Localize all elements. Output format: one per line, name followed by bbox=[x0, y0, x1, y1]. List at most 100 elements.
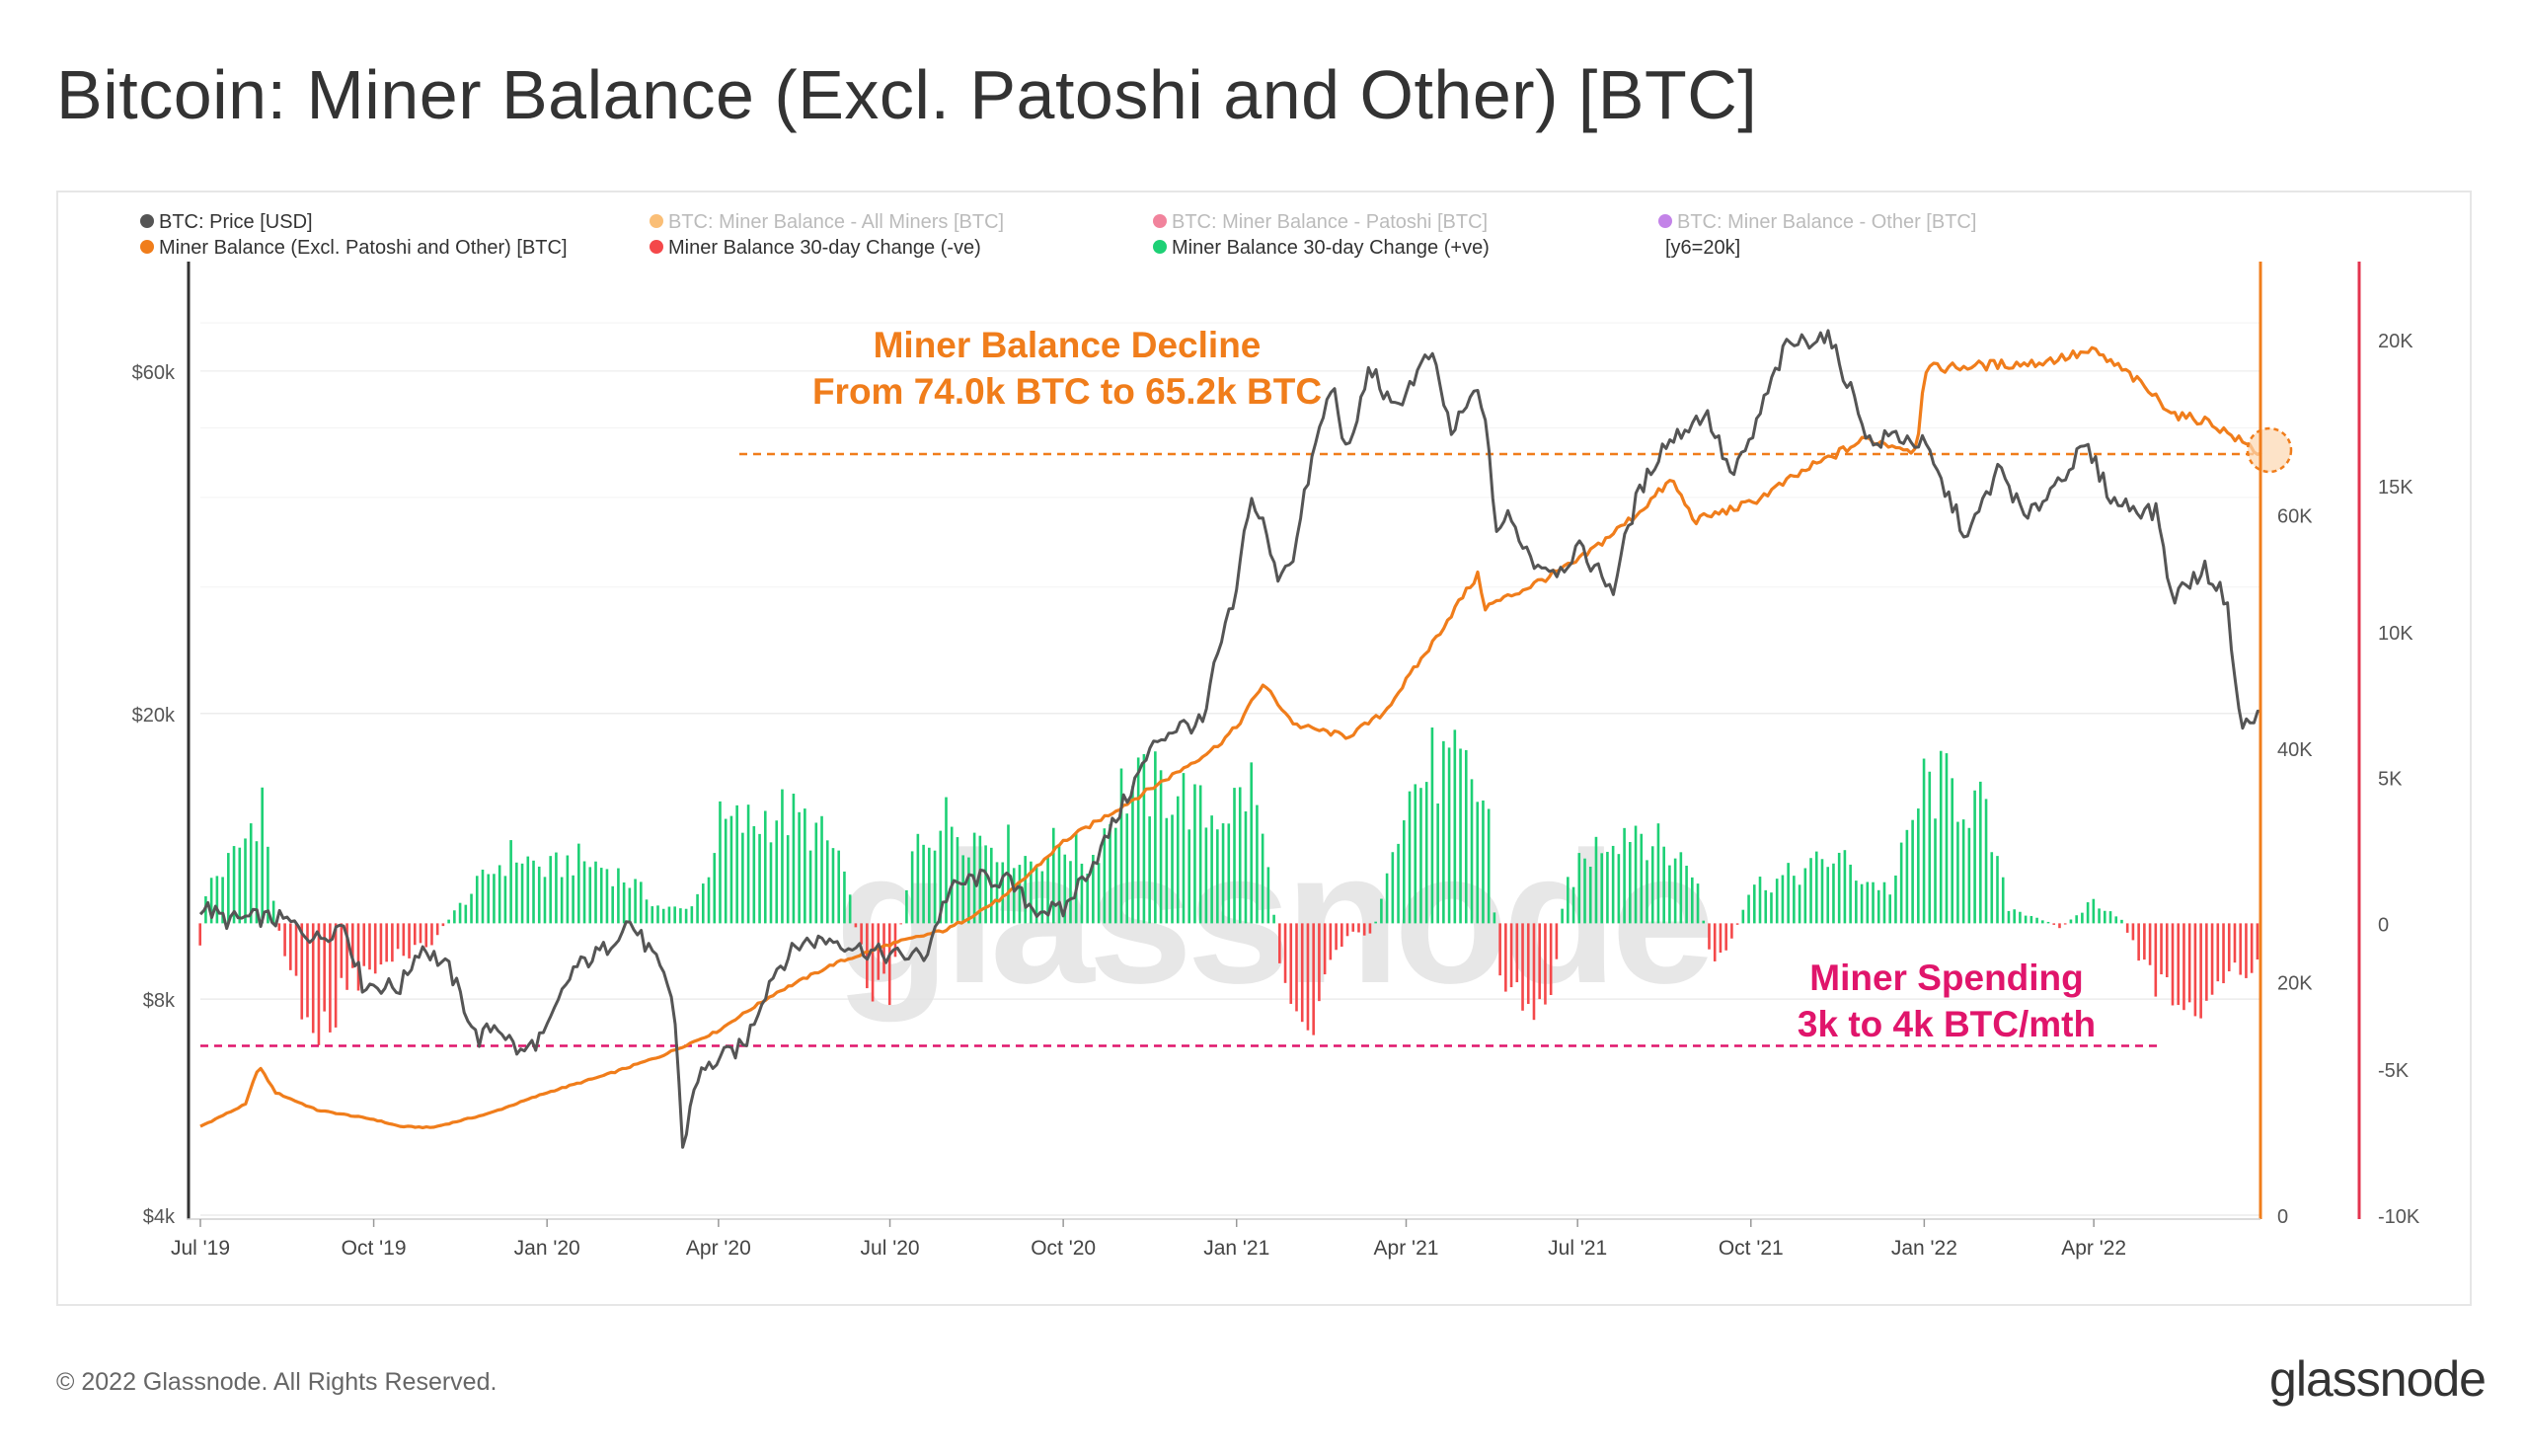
change-bar-negative bbox=[893, 923, 897, 958]
change-bar-positive bbox=[1798, 884, 1801, 924]
change-bar-negative bbox=[2058, 923, 2061, 929]
brand-logo[interactable]: glassnode bbox=[2269, 1351, 2487, 1407]
change-bar-positive bbox=[1063, 854, 1067, 924]
change-bar-positive bbox=[1849, 864, 1852, 924]
legend-item[interactable]: BTC: Miner Balance - Patoshi [BTC] bbox=[1153, 211, 1488, 233]
change-bar-positive bbox=[1752, 884, 1756, 924]
change-bar-negative bbox=[1532, 923, 1536, 1021]
legend-label: Miner Balance 30-day Change (+ve) bbox=[1172, 237, 1490, 259]
change-bar-positive bbox=[1113, 827, 1117, 924]
change-bar-positive bbox=[1204, 827, 1208, 924]
change-bar-positive bbox=[1272, 914, 1275, 924]
change-bar-negative bbox=[1289, 923, 1293, 1004]
change-bar-negative bbox=[2187, 923, 2191, 1003]
change-bar-positive bbox=[1758, 877, 1762, 924]
change-bar-negative bbox=[882, 923, 885, 974]
legend-item[interactable]: BTC: Price [USD] bbox=[140, 211, 313, 233]
change-bar-positive bbox=[1650, 846, 1654, 924]
change-bar-positive bbox=[1080, 863, 1084, 924]
change-bar-positive bbox=[1408, 791, 1412, 924]
change-bar-negative bbox=[2199, 923, 2202, 1019]
change-bar-negative bbox=[2137, 923, 2140, 961]
change-bar-positive bbox=[1198, 785, 1202, 924]
legend-item[interactable]: Miner Balance (Excl. Patoshi and Other) … bbox=[140, 237, 568, 259]
legend-marker bbox=[1153, 214, 1167, 228]
change-bar-positive bbox=[1979, 781, 1982, 924]
change-bar-positive bbox=[2024, 915, 2028, 924]
change-bar-positive bbox=[2086, 902, 2090, 924]
change-bar-positive bbox=[825, 840, 829, 924]
change-bar-negative bbox=[368, 923, 371, 970]
change-bar-positive bbox=[209, 878, 213, 924]
x-tick-label: Jul '21 bbox=[1548, 1237, 1607, 1260]
x-tick-label: Jan '20 bbox=[514, 1237, 580, 1260]
change-bar-positive bbox=[1623, 827, 1626, 924]
change-bar-positive bbox=[1459, 748, 1462, 924]
change-bar-positive bbox=[1182, 773, 1186, 924]
change-bar-positive bbox=[1374, 921, 1377, 924]
change-bar-negative bbox=[2052, 923, 2056, 925]
legend-item[interactable]: BTC: Miner Balance - Other [BTC] bbox=[1658, 211, 1976, 233]
change-bar-negative bbox=[289, 923, 292, 970]
change-bar-negative bbox=[1735, 923, 1739, 925]
change-bar-negative bbox=[1549, 923, 1553, 995]
change-bar-positive bbox=[1685, 866, 1688, 924]
change-bar-positive bbox=[1250, 762, 1253, 924]
change-bar-positive bbox=[956, 837, 959, 924]
change-bar-positive bbox=[470, 893, 473, 924]
change-bar-positive bbox=[922, 844, 925, 924]
change-bar-positive bbox=[1951, 778, 1953, 924]
change-bar-negative bbox=[1719, 923, 1723, 954]
legend-item[interactable]: Miner Balance 30-day Change (-ve) bbox=[650, 237, 981, 259]
legend-label: [y6=20k] bbox=[1665, 237, 1740, 259]
change-bar-positive bbox=[758, 833, 761, 924]
change-bar-negative bbox=[2233, 923, 2237, 963]
legend-item[interactable]: [y6=20k] bbox=[1665, 237, 1740, 259]
change-bar-positive bbox=[1030, 861, 1033, 924]
change-bar-positive bbox=[215, 876, 219, 924]
change-bar-positive bbox=[820, 815, 823, 924]
change-bar-negative bbox=[1521, 923, 1524, 1011]
change-bar-negative bbox=[2210, 923, 2214, 995]
change-bar-positive bbox=[537, 866, 541, 924]
change-bar-positive bbox=[1561, 908, 1564, 924]
highlight-circle bbox=[2246, 426, 2293, 474]
change-bar-positive bbox=[1125, 813, 1129, 924]
change-bar-negative bbox=[391, 923, 394, 962]
change-bar-positive bbox=[594, 861, 597, 924]
change-bar-positive bbox=[752, 825, 756, 924]
change-bar-negative bbox=[1323, 923, 1327, 975]
change-bar-positive bbox=[798, 811, 801, 924]
change-bar-negative bbox=[1509, 923, 1513, 988]
change-bar-positive bbox=[673, 906, 676, 924]
x-tick-label: Apr '21 bbox=[1374, 1237, 1439, 1260]
change-bar-negative bbox=[1351, 923, 1355, 932]
change-bar-positive bbox=[804, 808, 806, 924]
change-bar-positive bbox=[1747, 894, 1750, 924]
change-bar-positive bbox=[786, 835, 790, 924]
legend-item[interactable]: Miner Balance 30-day Change (+ve) bbox=[1153, 237, 1490, 259]
change-bar-positive bbox=[577, 843, 580, 924]
change-bar-negative bbox=[2063, 923, 2067, 925]
change-bar-positive bbox=[622, 881, 626, 924]
change-bar-positive bbox=[1611, 845, 1615, 924]
change-bar-positive bbox=[543, 877, 547, 924]
change-bar-positive bbox=[634, 879, 637, 924]
change-bar-positive bbox=[1967, 827, 1971, 924]
change-bar-positive bbox=[2108, 911, 2112, 924]
change-bar-positive bbox=[679, 908, 682, 924]
change-bar-negative bbox=[424, 923, 428, 948]
change-bar-positive bbox=[729, 815, 733, 924]
change-bar-negative bbox=[2131, 923, 2135, 941]
change-bar-positive bbox=[2041, 920, 2044, 924]
x-tick-label: Jul '19 bbox=[171, 1237, 230, 1260]
change-bar-positive bbox=[905, 889, 908, 924]
legend-marker bbox=[1658, 214, 1672, 228]
change-bar-positive bbox=[244, 838, 247, 924]
change-bar-positive bbox=[1470, 779, 1474, 924]
legend-item[interactable]: BTC: Miner Balance - All Miners [BTC] bbox=[650, 211, 1004, 233]
change-bar-positive bbox=[1040, 871, 1044, 924]
change-bar-positive bbox=[1984, 799, 1988, 924]
legend-marker bbox=[140, 214, 154, 228]
y-tick-label-price: $8k bbox=[143, 990, 176, 1012]
